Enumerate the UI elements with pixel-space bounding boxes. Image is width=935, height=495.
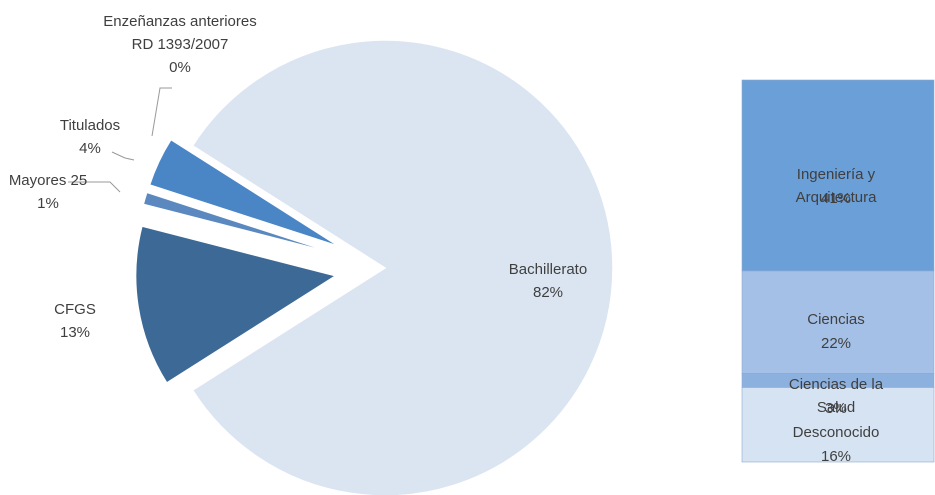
slice-value-label: 13% xyxy=(59,324,91,341)
bar-segment xyxy=(741,270,935,374)
leader-line xyxy=(68,181,121,193)
slice-value-label: 82% xyxy=(532,284,564,301)
pie-slice xyxy=(142,191,338,255)
pie-slice xyxy=(191,39,614,495)
slice-value-label: 4% xyxy=(79,140,101,157)
bar-segment xyxy=(741,387,935,463)
segment-value-label: 41% xyxy=(820,190,852,207)
pie-slice xyxy=(173,133,344,242)
segment-value-label: 3% xyxy=(825,400,847,417)
segment-label: Ingeniería y Arquitectura xyxy=(795,166,877,206)
leader-line xyxy=(151,87,172,137)
slice-label: CFGS xyxy=(54,301,96,318)
segment-label: Ciencias xyxy=(807,311,865,328)
leader-line xyxy=(111,151,135,161)
bar-segment xyxy=(741,79,935,272)
segment-label: Ciencias de la Salud xyxy=(788,376,884,416)
slice-label: Enzeñanzas anteriores RD 1393/2007 xyxy=(103,13,257,53)
pie-slice xyxy=(134,225,338,385)
slice-label: Bachillerato xyxy=(508,261,588,278)
segment-value-label: 22% xyxy=(820,335,852,352)
segment-value-label: 16% xyxy=(820,448,852,465)
slice-label: Titulados xyxy=(59,117,121,134)
slice-label: Mayores 25 xyxy=(8,172,88,189)
segment-label: Desconocido xyxy=(792,424,880,441)
slice-value-label: 1% xyxy=(37,195,59,212)
slice-value-label: 0% xyxy=(169,59,191,76)
pie-slice xyxy=(148,138,341,248)
